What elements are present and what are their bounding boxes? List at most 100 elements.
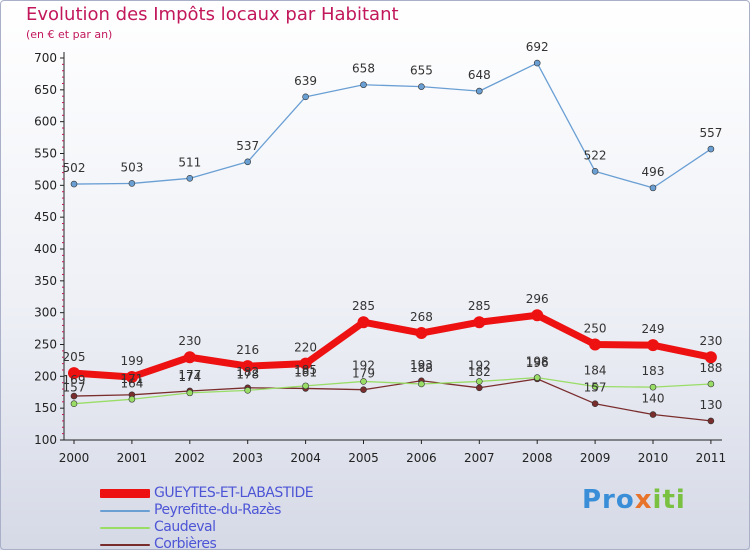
y-tick-label: 250 bbox=[34, 338, 57, 352]
data-label: 157 bbox=[584, 381, 607, 395]
legend-label: Corbières bbox=[154, 536, 217, 552]
x-tick-label: 2006 bbox=[406, 451, 437, 465]
y-tick-label: 700 bbox=[34, 51, 57, 65]
data-point bbox=[68, 367, 80, 380]
data-point bbox=[302, 382, 309, 390]
data-label: 285 bbox=[468, 299, 491, 313]
data-point bbox=[475, 378, 483, 385]
data-point bbox=[128, 395, 136, 403]
data-label: 199 bbox=[120, 354, 143, 368]
data-label: 188 bbox=[699, 361, 722, 375]
data-point bbox=[299, 357, 312, 370]
y-tick-label: 550 bbox=[34, 147, 57, 161]
legend-swatch bbox=[100, 544, 150, 546]
legend-swatch bbox=[100, 527, 150, 529]
x-tick-label: 2002 bbox=[175, 451, 206, 465]
data-label: 183 bbox=[642, 364, 665, 378]
x-tick-label: 2001 bbox=[117, 451, 148, 465]
data-label: 230 bbox=[699, 334, 722, 348]
legend-label: GUEYTES-ET-LABASTIDE bbox=[154, 485, 314, 501]
data-label: 268 bbox=[410, 310, 433, 324]
x-tick-label: 2011 bbox=[696, 451, 727, 465]
data-label: 164 bbox=[120, 376, 143, 390]
data-point bbox=[70, 400, 78, 408]
x-tick-label: 2005 bbox=[348, 451, 379, 465]
legend-label: Peyrefitte-du-Razès bbox=[154, 502, 281, 518]
legend-label: Caudeval bbox=[154, 519, 216, 535]
data-point bbox=[70, 180, 78, 188]
data-label: 648 bbox=[468, 68, 491, 82]
y-tick-label: 500 bbox=[34, 178, 57, 192]
data-point bbox=[531, 309, 544, 322]
chart-title: Evolution des Impôts locaux par Habitant bbox=[26, 4, 399, 25]
data-point bbox=[533, 374, 541, 381]
data-label: 511 bbox=[178, 155, 201, 169]
data-label: 296 bbox=[526, 292, 549, 306]
legend-swatch bbox=[100, 510, 150, 512]
data-label: 230 bbox=[178, 334, 201, 348]
x-tick-label: 2004 bbox=[290, 451, 321, 465]
data-label: 178 bbox=[236, 367, 259, 381]
x-tick-label: 2007 bbox=[464, 451, 495, 465]
y-tick-label: 350 bbox=[34, 274, 57, 288]
data-label: 503 bbox=[120, 160, 143, 174]
data-point bbox=[244, 387, 251, 394]
data-label: 177 bbox=[178, 368, 201, 382]
data-label: 179 bbox=[352, 367, 375, 381]
legend-swatch bbox=[100, 489, 150, 498]
data-point bbox=[415, 327, 428, 340]
data-label: 184 bbox=[584, 364, 607, 378]
series-line-3 bbox=[73, 378, 711, 422]
data-label: 216 bbox=[236, 343, 259, 357]
data-point bbox=[186, 175, 194, 182]
series-line-2 bbox=[73, 376, 711, 405]
y-tick-label: 600 bbox=[34, 115, 57, 129]
data-label: 188 bbox=[410, 361, 433, 375]
data-point bbox=[649, 184, 657, 192]
data-label: 220 bbox=[294, 341, 317, 355]
x-tick-label: 2010 bbox=[638, 451, 669, 465]
data-point bbox=[475, 87, 483, 95]
data-point bbox=[707, 145, 715, 153]
data-label: 249 bbox=[642, 322, 665, 336]
data-point bbox=[418, 380, 425, 388]
data-point bbox=[241, 360, 254, 373]
data-label: 182 bbox=[468, 365, 491, 379]
data-label: 639 bbox=[294, 74, 317, 88]
data-label: 692 bbox=[526, 40, 549, 54]
x-tick-label: 2000 bbox=[59, 451, 90, 465]
data-point bbox=[244, 158, 251, 166]
data-point bbox=[475, 384, 483, 392]
data-label: 285 bbox=[352, 299, 375, 313]
data-label: 655 bbox=[410, 64, 433, 78]
data-point bbox=[707, 380, 715, 388]
data-label: 193 bbox=[410, 358, 433, 372]
x-tick-label: 2008 bbox=[522, 451, 553, 465]
data-label: 171 bbox=[120, 372, 143, 386]
data-label: 196 bbox=[526, 356, 549, 370]
series-line-1 bbox=[73, 62, 712, 189]
data-label: 522 bbox=[584, 148, 607, 162]
data-label: 174 bbox=[178, 370, 201, 384]
y-tick-label: 450 bbox=[34, 210, 57, 224]
y-tick-label: 150 bbox=[34, 401, 57, 415]
data-label: 181 bbox=[294, 365, 317, 379]
data-point bbox=[533, 59, 541, 67]
y-tick-label: 650 bbox=[34, 83, 57, 97]
y-tick-label: 100 bbox=[34, 433, 57, 447]
data-point bbox=[649, 383, 657, 391]
data-label: 496 bbox=[642, 165, 665, 179]
data-point bbox=[649, 411, 657, 418]
data-point bbox=[418, 83, 425, 90]
data-point bbox=[591, 383, 599, 390]
data-label: 537 bbox=[236, 139, 259, 153]
data-point bbox=[591, 400, 599, 408]
y-tick-label: 200 bbox=[34, 369, 57, 383]
data-label: 250 bbox=[584, 322, 607, 336]
data-label: 169 bbox=[63, 373, 86, 387]
x-tick-label: 2009 bbox=[580, 451, 611, 465]
data-point bbox=[360, 386, 367, 394]
data-label: 182 bbox=[236, 365, 259, 379]
data-point bbox=[302, 93, 309, 101]
